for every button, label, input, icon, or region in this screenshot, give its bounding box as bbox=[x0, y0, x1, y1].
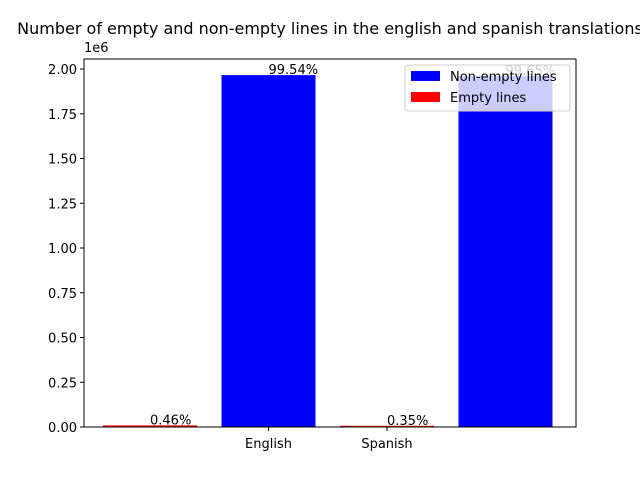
bar-annotation: 99.54% bbox=[269, 63, 319, 78]
y-tick-label: 1.25 bbox=[48, 197, 77, 212]
bar bbox=[221, 75, 316, 427]
bar bbox=[340, 425, 434, 427]
bar-annotation: 0.35% bbox=[387, 414, 428, 429]
y-tick-label: 1.50 bbox=[48, 153, 77, 168]
y-tick-label: 0.00 bbox=[48, 421, 77, 436]
bar bbox=[458, 76, 553, 428]
x-tick-label: English bbox=[245, 437, 292, 452]
legend-swatch bbox=[411, 92, 440, 102]
y-tick-label: 2.00 bbox=[48, 63, 77, 78]
y-offset-label: 1e6 bbox=[84, 41, 109, 56]
legend-label: Empty lines bbox=[450, 91, 527, 106]
y-tick-label: 0.25 bbox=[48, 376, 77, 391]
plot-frame bbox=[83, 58, 577, 428]
bar bbox=[103, 425, 197, 427]
legend-box bbox=[404, 64, 571, 112]
y-tick-label: 1.75 bbox=[48, 108, 77, 123]
chart-title: Number of empty and non-empty lines in t… bbox=[17, 19, 640, 38]
y-tick-label: 0.75 bbox=[48, 287, 77, 302]
bar-annotation: 0.46% bbox=[150, 413, 191, 428]
y-tick-label: 0.50 bbox=[48, 332, 77, 347]
x-tick-label: Spanish bbox=[361, 437, 412, 452]
legend-label: Non-empty lines bbox=[450, 70, 557, 85]
legend-swatch bbox=[411, 71, 440, 81]
y-tick-label: 1.00 bbox=[48, 242, 77, 257]
